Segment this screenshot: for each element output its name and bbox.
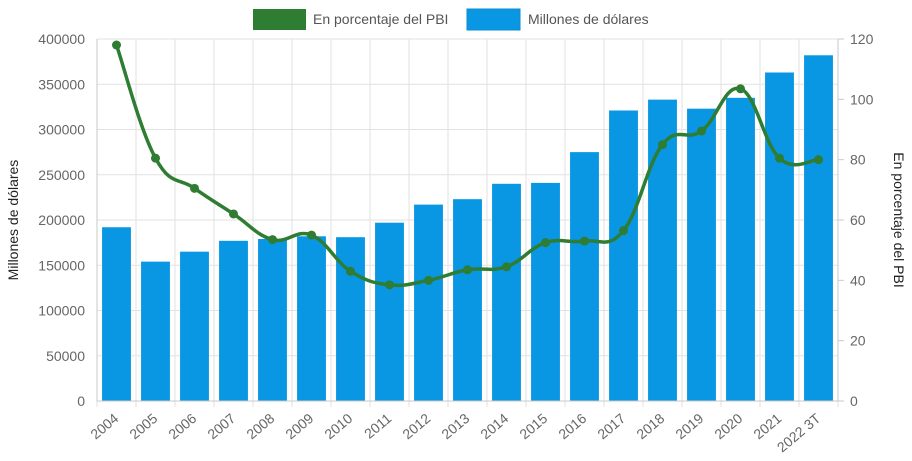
y-right-tick-label: 120	[850, 31, 874, 47]
y-left-tick-label: 50000	[46, 348, 85, 364]
y-right-tick-label: 100	[850, 91, 874, 107]
x-tick-label: 2007	[204, 410, 238, 442]
bar	[726, 97, 755, 401]
bar	[453, 199, 482, 401]
line-point	[112, 40, 121, 50]
line-point	[502, 262, 511, 272]
line-point	[463, 265, 472, 275]
x-tick-label: 2005	[126, 410, 160, 442]
y-left-tick-label: 100000	[38, 303, 85, 319]
x-tick-label: 2020	[711, 410, 745, 442]
line-point	[424, 275, 433, 285]
line-point	[814, 155, 823, 165]
bar	[609, 110, 638, 402]
y-right-tick-label: 0	[850, 393, 858, 409]
bar	[570, 152, 599, 401]
x-tick-label: 2012	[399, 410, 433, 442]
y-left-tick-label: 0	[77, 393, 85, 409]
bar	[531, 182, 560, 401]
y-left-tick-label: 400000	[38, 31, 85, 47]
line-series	[112, 40, 823, 290]
x-tick-label: 2016	[555, 410, 589, 442]
bar	[765, 72, 794, 402]
x-tick-label: 2017	[594, 410, 628, 442]
line-point	[385, 280, 394, 290]
bar	[219, 240, 248, 401]
bar	[687, 108, 716, 401]
bar	[804, 55, 833, 401]
line-point	[736, 84, 745, 94]
line-point	[268, 235, 277, 245]
bar	[141, 261, 170, 401]
y-right-tick-label: 60	[850, 212, 866, 228]
line-point	[307, 230, 316, 240]
x-tick-label: 2014	[477, 410, 511, 442]
y-axis-left-title: Millones de dólares	[5, 160, 21, 281]
y-right-tick-label: 20	[850, 333, 866, 349]
y-left-tick-label: 250000	[38, 167, 85, 183]
x-tick-label: 2011	[361, 410, 395, 442]
line-point	[775, 153, 784, 163]
legend-label-bar[interactable]: Millones de dólares	[528, 11, 649, 27]
x-tick-label: 2015	[516, 410, 550, 442]
x-tick-label: 2018	[633, 410, 667, 442]
y-left-tick-label: 200000	[38, 212, 85, 228]
line-point	[541, 238, 550, 248]
y-left-tick-label: 150000	[38, 257, 85, 273]
x-tick-label: 2010	[321, 410, 355, 442]
legend-swatch-line[interactable]	[253, 9, 306, 30]
bar	[102, 227, 131, 401]
x-tick-label: 2004	[87, 410, 121, 442]
bar	[375, 222, 404, 401]
line-point	[190, 183, 199, 193]
line-point	[229, 209, 238, 219]
bar	[258, 239, 287, 401]
line-point	[346, 266, 355, 276]
line-point	[151, 153, 160, 163]
x-tick-label: 2008	[243, 410, 277, 442]
y-left-tick-label: 350000	[38, 76, 85, 92]
legend: En porcentaje del PBI Millones de dólare…	[253, 8, 649, 31]
line-point	[580, 236, 589, 246]
bar-series	[102, 55, 833, 402]
bar	[414, 204, 443, 401]
bar	[648, 99, 677, 401]
line-point	[658, 140, 667, 150]
x-tick-label: 2006	[165, 410, 199, 442]
y-right-tick-label: 40	[850, 272, 866, 288]
x-tick-label: 2022 3T	[774, 410, 824, 456]
line-point	[619, 226, 628, 236]
bar	[492, 183, 521, 401]
y-right-tick-label: 80	[850, 152, 866, 168]
bar	[297, 236, 326, 401]
line-point	[697, 126, 706, 136]
x-tick-label: 2009	[282, 410, 316, 442]
y-left-tick-label: 300000	[38, 122, 85, 138]
bar	[180, 251, 209, 401]
y-axis-right-title: En porcentaje del PBI	[891, 152, 907, 287]
legend-label-line[interactable]: En porcentaje del PBI	[313, 11, 448, 27]
legend-swatch-bar[interactable]	[466, 8, 521, 31]
x-tick-label: 2019	[672, 410, 706, 442]
x-tick-label: 2013	[438, 410, 472, 442]
